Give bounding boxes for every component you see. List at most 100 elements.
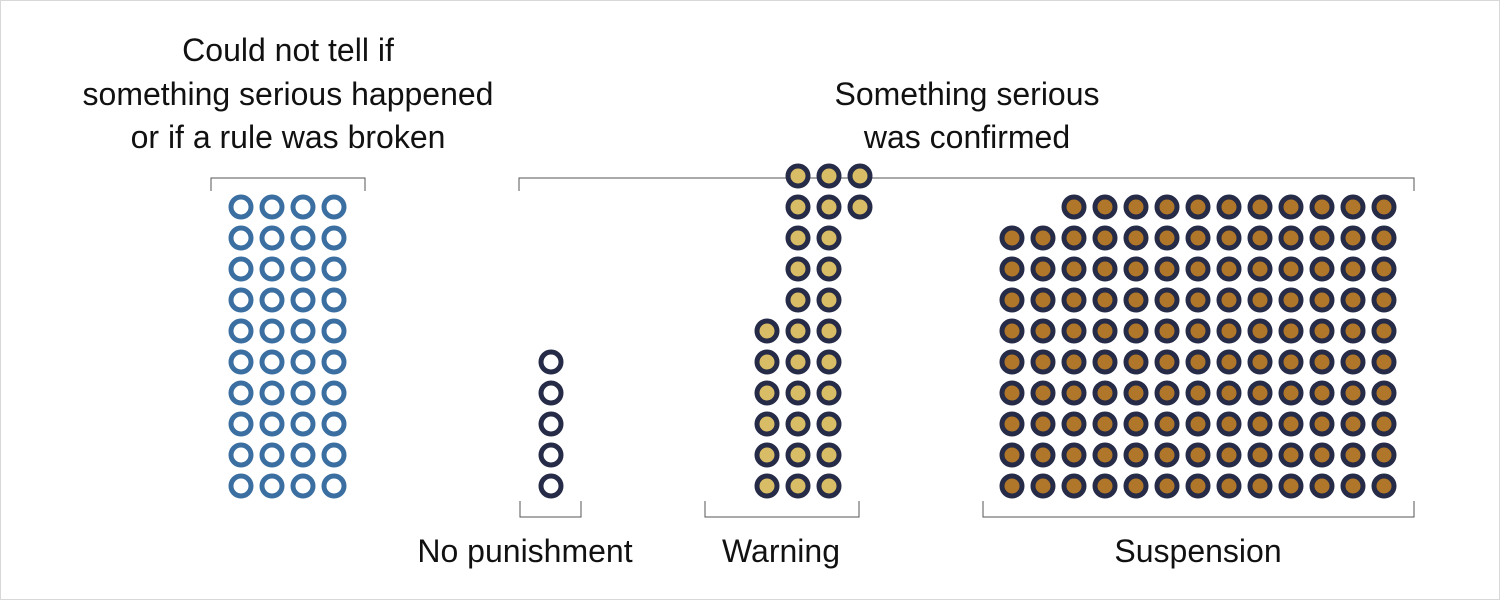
- suspension-dot: [1247, 194, 1273, 220]
- suspension-dot: [1371, 473, 1397, 499]
- unclear-dot: [228, 287, 254, 313]
- suspension-dot: [1185, 473, 1211, 499]
- suspension-dot: [1371, 411, 1397, 437]
- suspension-dot: [1154, 380, 1180, 406]
- suspension-dot: [1123, 256, 1149, 282]
- warning-dot: [754, 473, 780, 499]
- unclear-label-line-3: or if a rule was broken: [131, 119, 446, 155]
- suspension-dot: [1340, 287, 1366, 313]
- unclear-label-line-2: something serious happened: [83, 76, 494, 112]
- suspension-dot: [1216, 225, 1242, 251]
- suspension-dot: [1371, 349, 1397, 375]
- suspension-dot: [1185, 194, 1211, 220]
- warning-dot: [785, 194, 811, 220]
- suspension-dot: [1061, 411, 1087, 437]
- unclear-bracket: [210, 177, 366, 191]
- suspension-dot: [1030, 473, 1056, 499]
- unclear-dot: [228, 225, 254, 251]
- unclear-dot: [259, 225, 285, 251]
- unclear-dot: [259, 442, 285, 468]
- unclear-dot: [321, 225, 347, 251]
- suspension-dot: [1154, 287, 1180, 313]
- warning-dot: [816, 194, 842, 220]
- suspension-dot: [1030, 318, 1056, 344]
- suspension-dot: [1340, 473, 1366, 499]
- suspension-dot: [1092, 194, 1118, 220]
- suspension-dot: [1185, 225, 1211, 251]
- suspension-dot: [1309, 256, 1335, 282]
- unclear-dot: [228, 473, 254, 499]
- suspension-dot: [1371, 442, 1397, 468]
- warning-dot: [754, 318, 780, 344]
- unclear-dot: [259, 380, 285, 406]
- suspension-dot: [1247, 349, 1273, 375]
- suspension-dot: [1092, 380, 1118, 406]
- suspension-dot: [1092, 318, 1118, 344]
- suspension-dot: [1061, 349, 1087, 375]
- warning-dot: [785, 256, 811, 282]
- suspension-dot: [1154, 349, 1180, 375]
- suspension-dot: [1216, 380, 1242, 406]
- warning-dot: [754, 380, 780, 406]
- suspension-dot: [1061, 256, 1087, 282]
- suspension-dot: [1061, 194, 1087, 220]
- unclear-dot: [228, 411, 254, 437]
- unclear-dot: [321, 411, 347, 437]
- suspension-dot: [1371, 225, 1397, 251]
- warning-dot: [785, 225, 811, 251]
- suspension-dot: [1309, 318, 1335, 344]
- warning-dot: [785, 318, 811, 344]
- unclear-dot: [321, 194, 347, 220]
- suspension-dot: [1278, 318, 1304, 344]
- unclear-dot: [259, 411, 285, 437]
- suspension-dot: [1030, 225, 1056, 251]
- suspension-dot: [999, 380, 1025, 406]
- unclear-dot: [290, 256, 316, 282]
- suspension-dot: [1061, 225, 1087, 251]
- no-punishment-dot: [538, 411, 564, 437]
- suspension-dot: [1123, 442, 1149, 468]
- suspension-dot: [1185, 287, 1211, 313]
- suspension-dot: [999, 349, 1025, 375]
- suspension-dot: [1278, 349, 1304, 375]
- suspension-dot: [1092, 225, 1118, 251]
- unclear-dot: [228, 349, 254, 375]
- suspension-dot: [1278, 411, 1304, 437]
- warning-dot: [754, 349, 780, 375]
- suspension-dot: [1030, 380, 1056, 406]
- unclear-dot: [321, 287, 347, 313]
- suspension-dot: [1278, 380, 1304, 406]
- suspension-dot: [1061, 442, 1087, 468]
- suspension-dot: [1340, 256, 1366, 282]
- suspension-dot: [1278, 194, 1304, 220]
- suspension-dot: [999, 473, 1025, 499]
- suspension-dot: [1309, 473, 1335, 499]
- suspension-dot: [1185, 318, 1211, 344]
- suspension-dot: [1371, 194, 1397, 220]
- suspension-dot: [1216, 473, 1242, 499]
- warning-dot: [816, 318, 842, 344]
- suspension-dot: [1278, 287, 1304, 313]
- unclear-dot: [290, 349, 316, 375]
- unclear-dot: [321, 473, 347, 499]
- unclear-dot: [321, 318, 347, 344]
- suspension-dot: [1247, 225, 1273, 251]
- warning-dot: [785, 287, 811, 313]
- warning-dot: [816, 349, 842, 375]
- no-punishment-dot: [538, 349, 564, 375]
- suspension-dot: [1216, 256, 1242, 282]
- unclear-dot: [290, 442, 316, 468]
- warning-dot: [816, 287, 842, 313]
- unclear-dot: [321, 256, 347, 282]
- suspension-dot: [1247, 473, 1273, 499]
- suspension-dot: [1154, 256, 1180, 282]
- warning-dot: [816, 380, 842, 406]
- suspension-dot: [1092, 442, 1118, 468]
- suspension-dot: [1309, 225, 1335, 251]
- suspension-dot: [1371, 380, 1397, 406]
- unclear-dot: [290, 411, 316, 437]
- suspension-dot: [1216, 411, 1242, 437]
- no-punishment-bracket: [519, 501, 582, 518]
- suspension-dot: [1030, 349, 1056, 375]
